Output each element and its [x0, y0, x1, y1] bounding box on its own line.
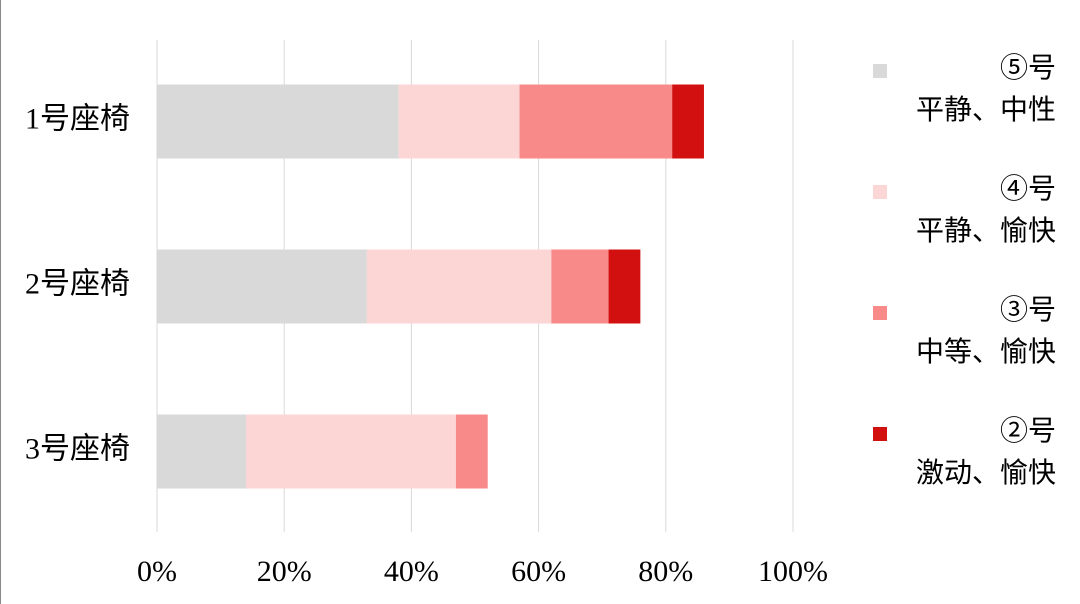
bar-segment [246, 414, 456, 489]
legend-label: ⑤号 平静、中性 [915, 53, 1056, 126]
legend-item: ⑤号 平静、中性 [870, 53, 1056, 152]
bar-segment [551, 249, 609, 324]
legend-label: ③号 中等、愉快 [915, 295, 1056, 368]
bar-segment [157, 414, 247, 489]
legend-item: ②号 激动、愉快 [870, 416, 1056, 515]
x-tick-label: 40% [384, 555, 439, 588]
legend-label: ②号 激动、愉快 [915, 416, 1056, 489]
bar-segment [398, 84, 520, 159]
x-tick-label: 60% [511, 555, 566, 588]
legend-label: ④号 平静、愉快 [915, 174, 1056, 247]
y-tick-label: 3号座椅 [25, 432, 130, 465]
bar-segment [157, 249, 367, 324]
y-tick-label: 2号座椅 [25, 267, 130, 300]
legend-swatch [873, 185, 887, 199]
x-tick-label: 100% [758, 555, 828, 588]
legend-item: ③号 中等、愉快 [870, 295, 1056, 394]
bar-segment [672, 84, 704, 159]
x-tick-label: 80% [638, 555, 693, 588]
x-tick-label: 0% [137, 555, 177, 588]
bar-segment [366, 249, 552, 324]
y-tick-label: 1号座椅 [25, 102, 130, 135]
x-tick-label: 20% [257, 555, 312, 588]
bar-segment [608, 249, 641, 324]
legend-swatch [873, 427, 887, 441]
bar-segment [157, 84, 399, 159]
legend-swatch [873, 306, 887, 320]
bar-segment [455, 414, 488, 489]
bar-segment [519, 84, 673, 159]
legend-item: ④号 平静、愉快 [870, 174, 1056, 273]
legend-swatch [873, 64, 887, 78]
